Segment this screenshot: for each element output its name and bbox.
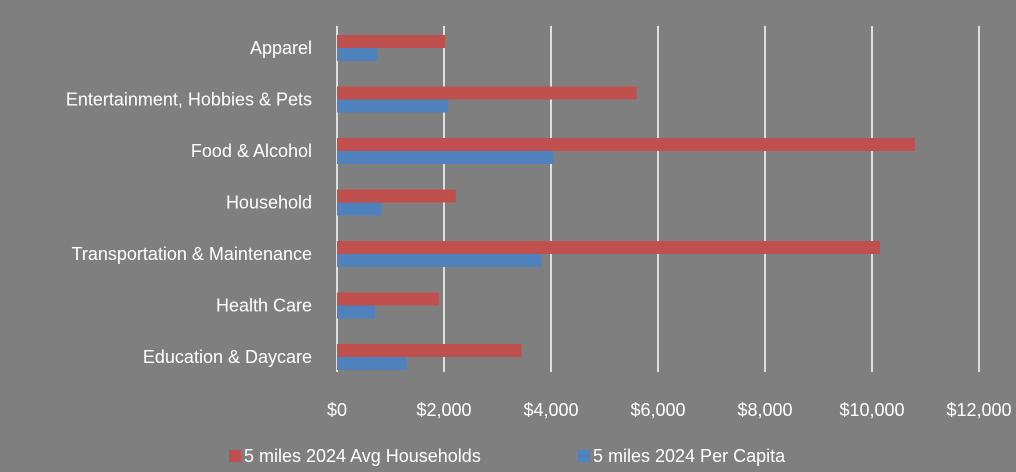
bar-avg-households-3 — [337, 189, 456, 203]
category-labels: Apparel Entertainment, Hobbies & Pets Food… — [66, 38, 312, 367]
x-tick-label-5: $10,000 — [839, 400, 904, 420]
category-label-5: Health Care — [216, 296, 312, 316]
legend-swatch-0 — [229, 450, 241, 462]
category-label-4: Transportation & Maintenance — [72, 244, 312, 264]
x-tick-label-4: $8,000 — [737, 400, 792, 420]
x-tick-label-2: $4,000 — [523, 400, 578, 420]
x-tick-label-1: $2,000 — [416, 400, 471, 420]
bars — [337, 35, 915, 370]
bar-avg-households-2 — [337, 138, 915, 151]
bar-per-capita-6 — [337, 357, 407, 370]
x-tick-label-3: $6,000 — [630, 400, 685, 420]
legend-swatch-1 — [578, 450, 590, 462]
legend-label-0: 5 miles 2024 Avg Households — [244, 446, 481, 466]
category-label-0: Apparel — [250, 38, 312, 58]
category-label-6: Education & Daycare — [143, 347, 312, 367]
x-tick-label-6: $12,000 — [946, 400, 1011, 420]
bar-per-capita-1 — [337, 99, 449, 113]
x-tick-label-0: $0 — [327, 400, 347, 420]
bar-per-capita-5 — [337, 305, 375, 319]
bar-per-capita-3 — [337, 202, 382, 216]
bar-avg-households-0 — [337, 35, 446, 48]
category-label-3: Household — [226, 193, 312, 213]
bar-per-capita-2 — [337, 151, 554, 164]
bar-avg-households-6 — [337, 344, 522, 357]
x-axis-tick-labels: $0 $2,000 $4,000 $6,000 $8,000 $10,000 $12,000 — [327, 400, 1012, 420]
bar-per-capita-0 — [337, 48, 378, 61]
category-label-2: Food & Alcohol — [191, 141, 312, 161]
legend-label-1: 5 miles 2024 Per Capita — [593, 446, 786, 466]
category-label-1: Entertainment, Hobbies & Pets — [66, 90, 312, 110]
legend: 5 miles 2024 Avg Households 5 miles 2024 … — [229, 446, 786, 466]
bar-avg-households-5 — [337, 292, 439, 306]
bar-avg-households-1 — [337, 86, 637, 100]
bar-per-capita-4 — [337, 254, 542, 267]
gridlines — [336, 26, 980, 372]
bar-avg-households-4 — [337, 241, 881, 254]
